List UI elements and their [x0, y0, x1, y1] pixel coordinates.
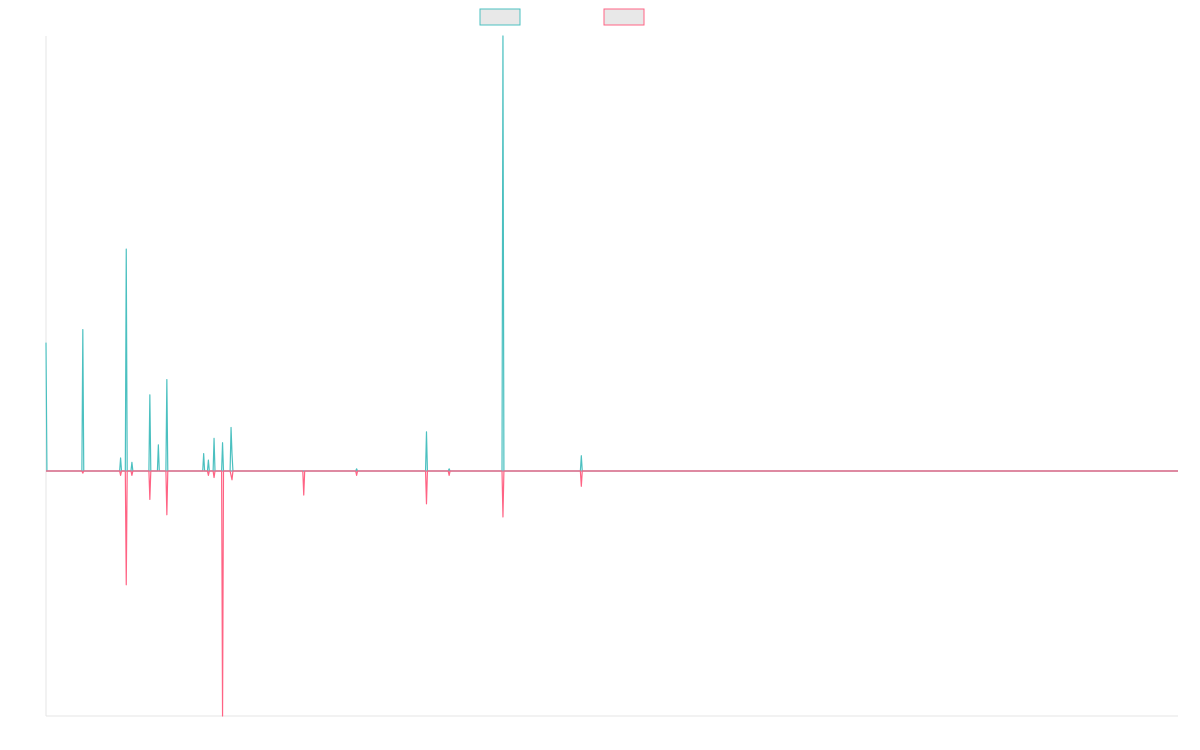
- legend: [479, 8, 645, 26]
- series-group: [45, 35, 1178, 717]
- legend-swatch-1[interactable]: [479, 8, 521, 26]
- series-line-2: [46, 470, 1178, 717]
- legend-swatch-2[interactable]: [603, 8, 645, 26]
- series-line-1: [45, 35, 1178, 472]
